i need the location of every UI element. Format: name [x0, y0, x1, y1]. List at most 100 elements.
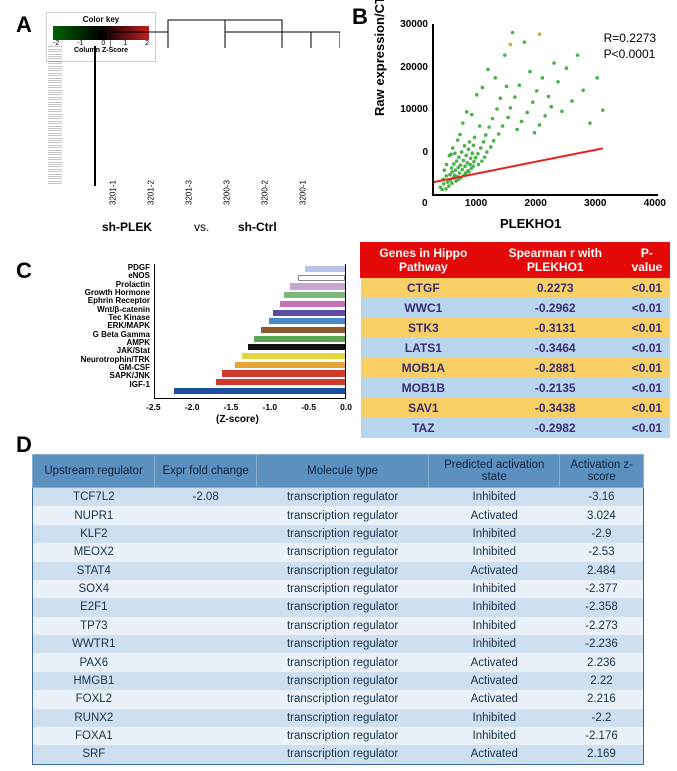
zscore-labels: PDGFeNOSProlactinGrowth HormoneEphrin Re…	[36, 264, 152, 389]
scatter-point	[491, 117, 495, 121]
scatter-point	[528, 70, 532, 74]
scatter-point	[581, 89, 585, 93]
colorkey-xlabel: Column Z-Score	[47, 47, 155, 54]
upstream-cell: Activated	[429, 672, 560, 690]
hippo-cell: <0.01	[624, 278, 669, 299]
upstream-cell: NUPR1	[33, 506, 155, 524]
scatter-point	[459, 163, 463, 167]
upstream-cell: WWTR1	[33, 635, 155, 653]
zscore-plot-area	[154, 264, 346, 399]
scatter-point	[501, 124, 505, 128]
upstream-cell: Activated	[429, 562, 560, 580]
xtick: 1000	[465, 198, 487, 209]
scatter-point	[576, 53, 580, 57]
scatter-point	[505, 85, 509, 89]
scatter-point	[440, 188, 444, 192]
hippo-table: Genes in Hippo Pathway Spearman r with P…	[360, 242, 670, 438]
scatter-point	[454, 168, 458, 172]
scatter-point	[446, 180, 450, 184]
upstream-cell: -3.16	[560, 488, 644, 507]
heatmap-column-label: 3200-2	[261, 174, 270, 212]
ck-tick: 0	[101, 40, 105, 47]
scatter-point	[468, 140, 472, 144]
hippo-cell: STK3	[361, 318, 487, 338]
scatter-point	[513, 95, 517, 99]
scatter-point	[483, 155, 487, 159]
scatter-point	[476, 152, 480, 156]
up-th: Activation z-score	[560, 455, 644, 488]
heatmap-vs: vs.	[194, 220, 209, 234]
zscore-bar	[290, 283, 345, 289]
upstream-cell: -2.358	[560, 598, 644, 616]
upstream-cell	[155, 617, 257, 635]
zscore-bar	[305, 266, 345, 272]
scatter-point	[472, 160, 476, 164]
upstream-cell: Activated	[429, 690, 560, 708]
upstream-cell	[155, 672, 257, 690]
scatter-point	[487, 125, 491, 129]
scatter-point	[556, 80, 560, 84]
scatter-xticks: 0 1000 2000 3000 4000	[422, 198, 666, 209]
scatter-point	[458, 171, 462, 175]
upstream-cell: transcription regulator	[257, 543, 429, 561]
scatter-point	[543, 114, 547, 118]
scatter-point	[463, 144, 467, 148]
scatter-point	[541, 76, 545, 80]
upstream-cell: Inhibited	[429, 488, 560, 507]
heatmap-column-label: 3201-1	[109, 174, 118, 212]
scatter-point	[462, 159, 466, 163]
scatter-point	[444, 174, 448, 178]
scatter-point	[499, 96, 503, 100]
scatter-point	[485, 150, 489, 154]
upstream-cell: -2.53	[560, 543, 644, 561]
scatter-point	[443, 168, 447, 172]
heatmap-column-label: 3200-3	[223, 174, 232, 212]
upstream-cell: Inhibited	[429, 580, 560, 598]
xtick: -1.5	[224, 402, 239, 412]
scatter-point	[473, 136, 477, 140]
scatter-point	[465, 110, 469, 114]
upstream-cell	[155, 543, 257, 561]
xtick: 3000	[584, 198, 606, 209]
upstream-cell: transcription regulator	[257, 617, 429, 635]
up-th: Molecule type	[257, 455, 429, 488]
scatter-point	[447, 184, 451, 188]
upstream-cell: TCF7L2	[33, 488, 155, 507]
up-th: Predicted activation state	[429, 455, 560, 488]
hippo-th: Spearman r with PLEKHO1	[486, 243, 624, 278]
panel-c-zscore-bars: PDGFeNOSProlactinGrowth HormoneEphrin Re…	[36, 260, 346, 422]
hippo-cell: <0.01	[624, 318, 669, 338]
upstream-cell: Activated	[429, 653, 560, 671]
scatter-point	[444, 187, 448, 191]
upstream-cell	[155, 727, 257, 745]
upstream-cell: Inhibited	[429, 617, 560, 635]
scatter-point	[460, 150, 464, 154]
zscore-bar	[222, 370, 345, 376]
scatter-point	[457, 155, 461, 159]
scatter-point	[538, 123, 542, 127]
scatter-point	[456, 138, 460, 142]
hippo-cell: <0.01	[624, 338, 669, 358]
upstream-cell: FOXA1	[33, 727, 155, 745]
scatter-point	[467, 147, 471, 151]
hippo-cell: TAZ	[361, 418, 487, 438]
scatter-point	[511, 31, 515, 35]
zscore-bar	[280, 301, 345, 307]
upstream-cell	[155, 653, 257, 671]
scatter-outlier	[538, 32, 542, 36]
scatter-point	[464, 154, 468, 158]
xtick: 4000	[644, 198, 666, 209]
scatter-point	[474, 156, 478, 160]
ytick: 30000	[398, 20, 428, 63]
scatter-point	[445, 163, 449, 167]
zscore-bar	[174, 388, 345, 394]
upstream-cell: TP73	[33, 617, 155, 635]
xtick: -2.0	[185, 402, 200, 412]
upstream-cell: transcription regulator	[257, 506, 429, 524]
hippo-cell: CTGF	[361, 278, 487, 299]
xtick: 0	[422, 198, 428, 209]
scatter-point	[467, 170, 471, 174]
upstream-cell: transcription regulator	[257, 745, 429, 764]
heatmap-column-label: 3201-2	[147, 174, 156, 212]
upstream-cell: Activated	[429, 506, 560, 524]
